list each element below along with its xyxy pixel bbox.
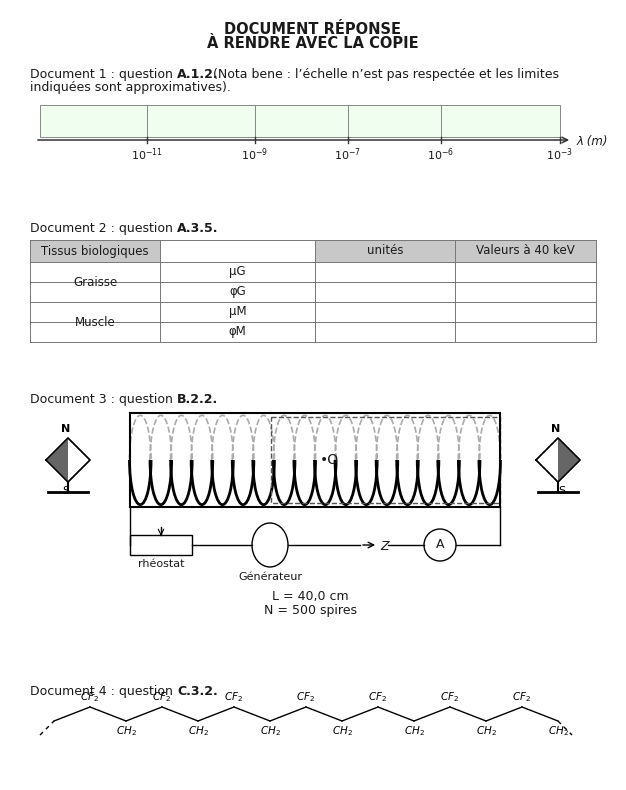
Text: L = 40,0 cm: L = 40,0 cm bbox=[272, 590, 348, 603]
Text: $CF_2$: $CF_2$ bbox=[153, 690, 172, 704]
Text: $CF_2$: $CF_2$ bbox=[81, 690, 100, 704]
Text: μG: μG bbox=[229, 265, 246, 279]
Text: Générateur: Générateur bbox=[238, 572, 302, 582]
Text: A.3.5.: A.3.5. bbox=[177, 222, 218, 235]
Text: A: A bbox=[436, 539, 444, 551]
Bar bbox=[147, 105, 255, 137]
Text: Document 2 : question: Document 2 : question bbox=[30, 222, 177, 235]
Text: Document 4 : question: Document 4 : question bbox=[30, 685, 177, 698]
Text: Document 1 : question: Document 1 : question bbox=[30, 68, 177, 81]
Bar bbox=[130, 535, 192, 555]
Text: $CH_2$: $CH_2$ bbox=[404, 724, 424, 738]
Polygon shape bbox=[558, 438, 580, 482]
Text: rhéostat: rhéostat bbox=[138, 559, 184, 569]
Polygon shape bbox=[536, 438, 580, 482]
Bar bbox=[40, 105, 147, 137]
Text: μM: μM bbox=[228, 306, 246, 318]
Text: Graisse: Graisse bbox=[73, 276, 117, 288]
Text: (Nota bene : l’échelle n’est pas respectée et les limites: (Nota bene : l’échelle n’est pas respect… bbox=[213, 68, 559, 81]
Text: DOCUMENT RÉPONSE: DOCUMENT RÉPONSE bbox=[225, 22, 401, 37]
Text: $CH_2$: $CH_2$ bbox=[476, 724, 496, 738]
Text: Valeurs à 40 keV: Valeurs à 40 keV bbox=[476, 244, 575, 258]
Text: A.1.2.: A.1.2. bbox=[177, 68, 218, 81]
Text: •O: •O bbox=[320, 453, 339, 467]
Text: indiquées sont approximatives).: indiquées sont approximatives). bbox=[30, 81, 231, 94]
Text: S: S bbox=[558, 486, 565, 496]
Bar bbox=[30, 240, 160, 262]
Text: N: N bbox=[61, 424, 71, 434]
Text: $CF_2$: $CF_2$ bbox=[441, 690, 459, 704]
Text: $10^{-3}$: $10^{-3}$ bbox=[546, 146, 573, 163]
Text: $CH_2$: $CH_2$ bbox=[260, 724, 280, 738]
Text: $CF_2$: $CF_2$ bbox=[225, 690, 244, 704]
Bar bbox=[348, 105, 441, 137]
Text: C.3.2.: C.3.2. bbox=[177, 685, 218, 698]
Text: $CH_2$: $CH_2$ bbox=[332, 724, 352, 738]
Text: Tissus biologiques: Tissus biologiques bbox=[41, 244, 149, 258]
Text: S: S bbox=[63, 486, 69, 496]
Text: À RENDRE AVEC LA COPIE: À RENDRE AVEC LA COPIE bbox=[207, 36, 419, 51]
Polygon shape bbox=[46, 438, 68, 482]
Text: unités: unités bbox=[367, 244, 403, 258]
Text: B.2.2.: B.2.2. bbox=[177, 393, 218, 406]
Bar bbox=[255, 105, 348, 137]
Bar bbox=[455, 240, 596, 262]
Ellipse shape bbox=[252, 523, 288, 567]
Circle shape bbox=[424, 529, 456, 561]
Text: $10^{-6}$: $10^{-6}$ bbox=[428, 146, 454, 163]
Text: $10^{-7}$: $10^{-7}$ bbox=[334, 146, 362, 163]
Text: λ (m): λ (m) bbox=[577, 134, 608, 148]
Text: $CF_2$: $CF_2$ bbox=[369, 690, 387, 704]
Text: N: N bbox=[552, 424, 561, 434]
Bar bbox=[270, 417, 500, 503]
Text: φG: φG bbox=[229, 285, 246, 299]
Text: Muscle: Muscle bbox=[74, 315, 115, 329]
Text: N = 500 spires: N = 500 spires bbox=[264, 604, 356, 617]
Bar bbox=[160, 240, 315, 262]
Text: $10^{-11}$: $10^{-11}$ bbox=[131, 146, 163, 163]
Text: φM: φM bbox=[228, 325, 247, 338]
Text: $CH_2$: $CH_2$ bbox=[548, 724, 568, 738]
Polygon shape bbox=[46, 438, 90, 482]
Text: $CF_2$: $CF_2$ bbox=[297, 690, 316, 704]
Text: $CH_2$: $CH_2$ bbox=[116, 724, 136, 738]
Text: Z: Z bbox=[380, 540, 389, 554]
Text: Document 3 : question: Document 3 : question bbox=[30, 393, 177, 406]
Bar bbox=[315, 240, 455, 262]
Text: $10^{-9}$: $10^{-9}$ bbox=[242, 146, 269, 163]
Text: $CF_2$: $CF_2$ bbox=[513, 690, 531, 704]
Text: $CH_2$: $CH_2$ bbox=[188, 724, 208, 738]
Bar bbox=[441, 105, 560, 137]
